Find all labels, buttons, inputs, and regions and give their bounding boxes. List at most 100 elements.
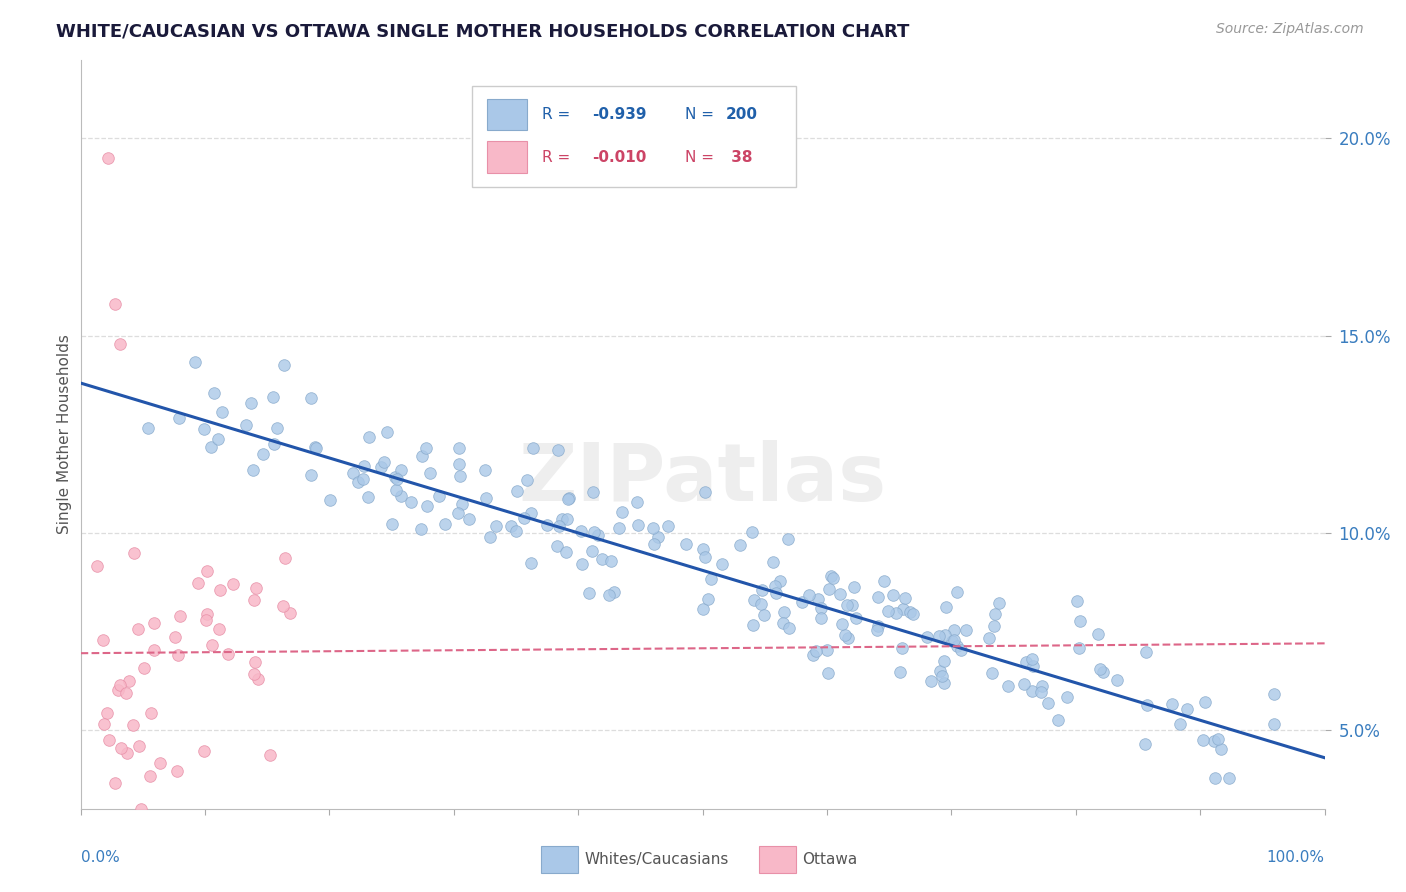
Point bbox=[928, 629, 950, 643]
Point bbox=[513, 511, 536, 525]
Point bbox=[259, 747, 281, 762]
Point bbox=[1031, 680, 1053, 694]
Point bbox=[252, 447, 274, 461]
Point bbox=[96, 706, 118, 720]
Text: 38: 38 bbox=[727, 150, 752, 164]
Point bbox=[447, 506, 470, 520]
Point bbox=[128, 739, 150, 753]
Point bbox=[1204, 733, 1226, 747]
Point bbox=[385, 483, 408, 497]
Point bbox=[139, 706, 162, 721]
Point bbox=[586, 528, 609, 542]
Point bbox=[749, 597, 772, 611]
Point bbox=[1047, 714, 1070, 728]
Point bbox=[266, 420, 288, 434]
Point bbox=[820, 569, 842, 583]
Point bbox=[979, 631, 1001, 645]
Point bbox=[166, 764, 188, 778]
Point bbox=[353, 458, 375, 473]
Point bbox=[932, 675, 955, 690]
Point bbox=[184, 355, 207, 369]
Point bbox=[474, 463, 496, 477]
Point bbox=[108, 678, 131, 692]
Point bbox=[352, 472, 374, 486]
Point bbox=[772, 605, 794, 619]
Point bbox=[110, 741, 132, 756]
Point bbox=[271, 599, 294, 613]
Point bbox=[815, 643, 838, 657]
Point bbox=[868, 591, 890, 605]
Point bbox=[97, 151, 120, 165]
Point bbox=[942, 632, 965, 647]
Point bbox=[195, 564, 218, 578]
Point bbox=[1012, 676, 1035, 690]
Point bbox=[505, 524, 527, 539]
Point bbox=[501, 519, 523, 533]
Point bbox=[319, 493, 342, 508]
Point bbox=[548, 519, 571, 533]
Point bbox=[115, 747, 138, 761]
Point bbox=[571, 558, 593, 572]
Point bbox=[222, 577, 245, 591]
Point bbox=[931, 669, 953, 683]
Point bbox=[1135, 645, 1157, 659]
Point bbox=[1021, 659, 1043, 673]
Point bbox=[942, 623, 965, 637]
Point bbox=[127, 622, 149, 636]
Point bbox=[742, 593, 765, 607]
Point bbox=[765, 586, 787, 600]
Point bbox=[776, 532, 799, 546]
Point bbox=[817, 665, 839, 680]
Point bbox=[389, 490, 412, 504]
Point bbox=[274, 551, 297, 566]
Point bbox=[1066, 594, 1088, 608]
Point bbox=[91, 632, 114, 647]
Point bbox=[235, 417, 257, 432]
Point bbox=[118, 674, 141, 689]
Point bbox=[955, 623, 977, 637]
Point bbox=[1161, 697, 1184, 711]
Point bbox=[551, 511, 574, 525]
Point bbox=[207, 433, 229, 447]
Point bbox=[693, 485, 716, 500]
Point bbox=[305, 441, 328, 455]
Point bbox=[131, 802, 153, 816]
Point bbox=[693, 549, 716, 564]
Point bbox=[411, 449, 433, 463]
Text: 0.0%: 0.0% bbox=[80, 850, 120, 865]
Point bbox=[891, 602, 914, 616]
Point bbox=[842, 580, 865, 594]
Point bbox=[772, 616, 794, 631]
Point bbox=[810, 601, 832, 615]
Point bbox=[801, 648, 824, 663]
Point bbox=[845, 611, 868, 625]
Point bbox=[110, 336, 132, 351]
Point bbox=[342, 466, 364, 480]
Point bbox=[208, 583, 231, 598]
Point bbox=[136, 421, 159, 435]
Point bbox=[357, 491, 380, 505]
Point bbox=[946, 585, 969, 599]
Text: ZIPatlas: ZIPatlas bbox=[519, 441, 887, 518]
Point bbox=[1021, 652, 1043, 666]
Point bbox=[643, 537, 665, 551]
Point bbox=[581, 543, 603, 558]
Point bbox=[149, 756, 172, 770]
Point bbox=[134, 661, 156, 675]
Point bbox=[200, 638, 222, 652]
Point bbox=[433, 516, 456, 531]
Point bbox=[557, 491, 579, 505]
Point bbox=[86, 558, 108, 573]
Point bbox=[700, 572, 723, 586]
Point bbox=[898, 606, 921, 620]
Point bbox=[262, 390, 284, 404]
Point bbox=[427, 490, 450, 504]
Point bbox=[627, 518, 650, 533]
Point bbox=[169, 609, 191, 624]
Point bbox=[1069, 615, 1091, 629]
Point bbox=[166, 648, 188, 662]
Bar bbox=[541, 846, 578, 872]
Point bbox=[211, 405, 233, 419]
Point bbox=[375, 425, 398, 440]
Point bbox=[187, 575, 209, 590]
